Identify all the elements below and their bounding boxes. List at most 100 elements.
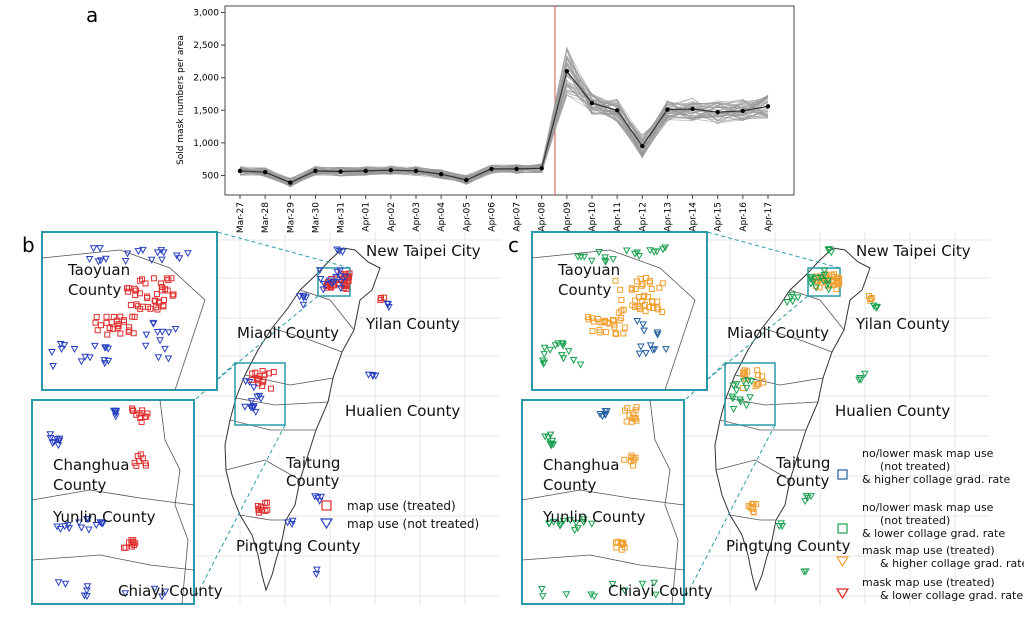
triangle-marker (316, 276, 325, 284)
triangle-marker (319, 286, 328, 294)
x-tick-label: Apr-04 (437, 202, 447, 232)
triangle-marker (541, 433, 549, 441)
triangle-marker (820, 267, 829, 275)
triangle-marker (249, 402, 258, 411)
x-tick-label: Apr-11 (613, 202, 623, 232)
legend-marker (835, 588, 850, 600)
triangle-marker (100, 360, 109, 368)
square-marker (617, 286, 624, 293)
triangle-marker (873, 303, 882, 311)
mean-point (765, 104, 771, 109)
triangle-marker (775, 522, 784, 530)
square-marker (103, 313, 110, 320)
triangle-marker (84, 516, 92, 524)
triangle-marker (558, 340, 566, 348)
legend-label: map use (treated) (347, 499, 456, 513)
triangle-marker (149, 319, 158, 327)
zoom-connector (681, 424, 776, 605)
zoom-connector (684, 362, 726, 401)
triangle-marker (75, 519, 83, 527)
square-marker (97, 322, 104, 329)
triangle-marker (315, 267, 324, 275)
square-marker (759, 373, 766, 380)
triangle-marker (50, 438, 58, 446)
triangle-marker (56, 525, 65, 533)
triangle-marker (256, 395, 265, 403)
x-tick-label: Mar-28 (261, 202, 271, 233)
triangle-marker (609, 256, 617, 264)
county-boundary (299, 289, 355, 331)
triangle-marker (573, 525, 582, 533)
triangle-marker (577, 253, 585, 261)
triangle-marker (295, 293, 304, 301)
triangle-marker (121, 590, 130, 598)
triangle-marker (141, 342, 150, 350)
square-marker (265, 370, 272, 377)
triangle-marker (241, 403, 249, 411)
triangle-marker (337, 279, 345, 287)
square-marker (638, 282, 645, 289)
mean-point (690, 106, 695, 112)
square-marker (632, 297, 639, 304)
square-marker (589, 327, 596, 334)
legend-label: & lower collage grad. rate (880, 589, 1023, 602)
place-label: Taitung (285, 454, 340, 472)
triangle-marker (638, 580, 647, 588)
triangle-marker (158, 256, 166, 264)
square-marker (621, 456, 628, 463)
square-marker (628, 285, 635, 292)
triangle-marker (164, 329, 173, 337)
place-label: Yilan County (365, 315, 460, 333)
triangle-marker (651, 591, 660, 599)
triangle-marker (139, 246, 147, 254)
square-marker (165, 277, 172, 284)
panel-label-c: c (508, 233, 519, 257)
panel-label-b: b (22, 233, 35, 257)
triangle-marker (788, 291, 797, 299)
triangle-marker (83, 583, 92, 591)
triangle-marker (330, 278, 338, 286)
triangle-marker (802, 492, 811, 500)
triangle-marker (253, 393, 261, 401)
triangle-marker (96, 245, 104, 253)
mean-point (589, 100, 595, 106)
x-tick-label: Apr-06 (487, 202, 497, 232)
triangle-marker (158, 593, 166, 601)
x-tick-label: Apr-01 (362, 202, 372, 232)
triangle-marker (642, 350, 650, 358)
triangle-marker (587, 591, 595, 599)
triangle-marker (333, 246, 341, 254)
triangle-marker (336, 267, 345, 275)
triangle-marker (870, 302, 878, 310)
area-series-line (239, 61, 769, 187)
triangle-marker (65, 525, 73, 533)
square-marker (342, 281, 349, 288)
triangle-marker (601, 254, 609, 262)
square-marker (249, 370, 256, 377)
mean-point (413, 168, 419, 174)
square-marker (263, 499, 270, 506)
triangle-marker (587, 520, 596, 528)
triangle-marker (158, 328, 167, 336)
triangle-marker (134, 248, 143, 256)
legend-label: mask map use (treated) (862, 544, 995, 557)
triangle-marker (96, 257, 105, 265)
square-marker (648, 286, 655, 293)
square-marker (104, 331, 111, 338)
inset-central (31, 399, 195, 605)
square-marker (584, 314, 591, 321)
square-marker (117, 313, 124, 320)
square-marker (152, 298, 159, 305)
mean-point (564, 68, 570, 74)
square-marker (653, 304, 660, 311)
triangle-marker (55, 435, 64, 443)
square-marker (117, 330, 124, 337)
triangle-marker (104, 345, 113, 353)
zoom-connector (216, 231, 351, 269)
square-marker (132, 540, 139, 547)
triangle-marker (801, 498, 809, 506)
triangle-marker (806, 274, 815, 282)
square-marker (646, 279, 653, 286)
square-marker (615, 309, 622, 316)
